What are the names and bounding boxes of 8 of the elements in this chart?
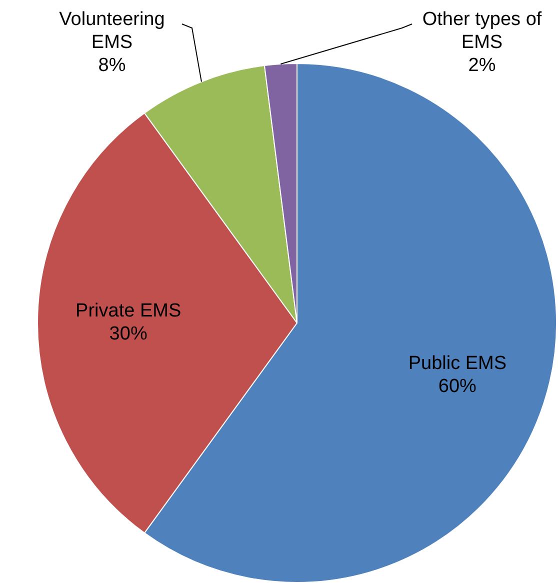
slice-label: Public EMS (408, 352, 507, 374)
data-label: 60% (438, 376, 477, 397)
data-label: 8% (98, 55, 126, 76)
data-label: 2% (468, 55, 496, 76)
slice-label: Other types of EMS (422, 9, 542, 54)
data-label: 30% (109, 324, 148, 345)
slice-label: Volunteering EMS (59, 9, 165, 54)
slice-label: Private EMS (76, 300, 182, 322)
